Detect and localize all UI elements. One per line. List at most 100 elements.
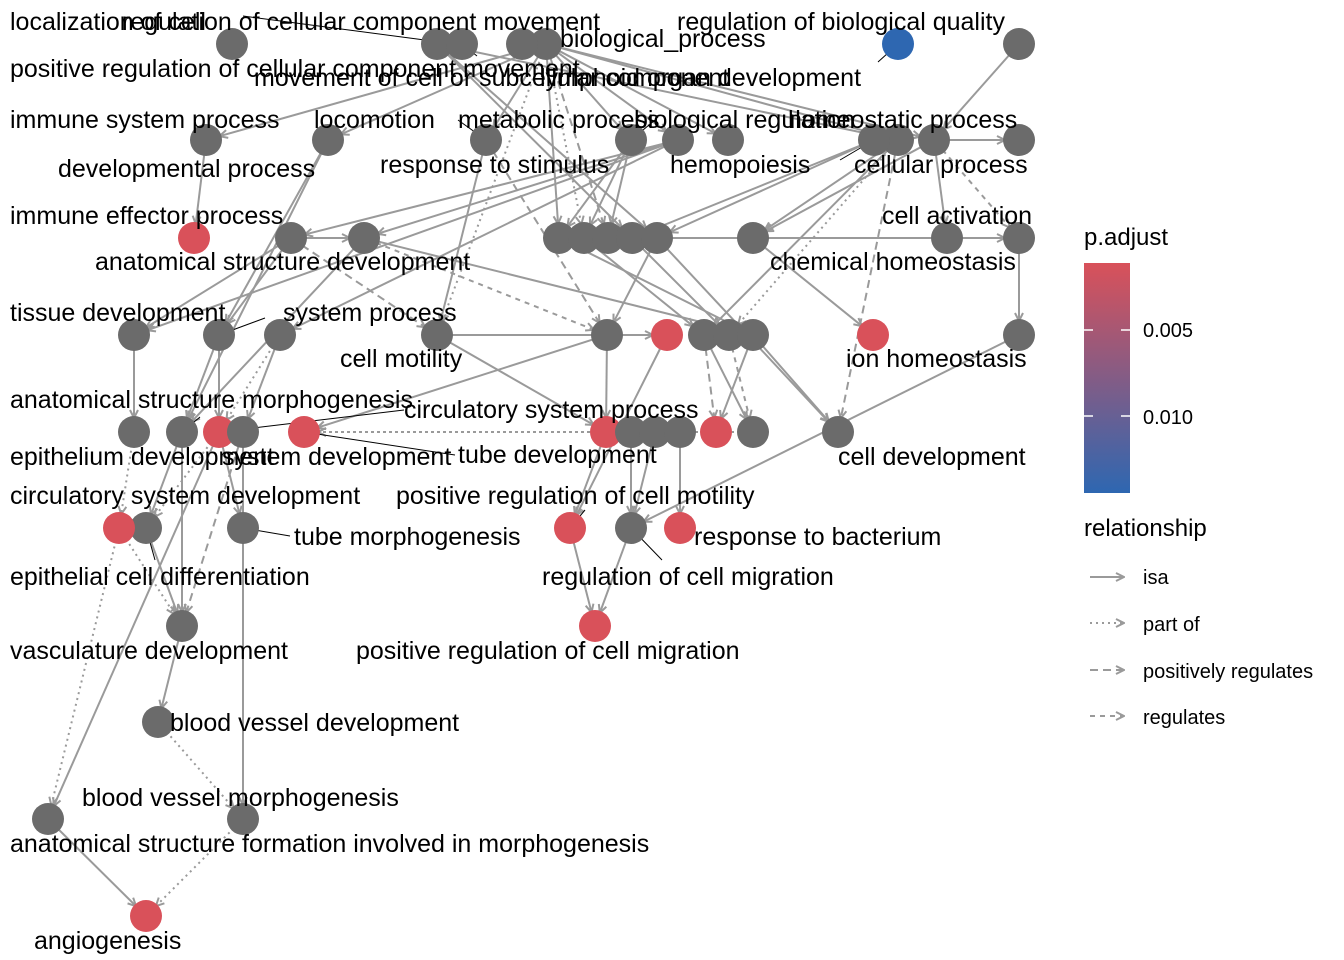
node-label-epithelium-development: epithelium development: [10, 443, 274, 471]
node-label-metabolic-process: metabolic process: [458, 106, 659, 134]
node-response-to-stimulus: [712, 124, 744, 156]
label-leader-line: [303, 431, 456, 456]
node-unlabeled-13: [737, 319, 769, 351]
node-label-response-to-bacterium: response to bacterium: [694, 523, 941, 551]
edges-layer: [51, 45, 1019, 907]
node-label-regulation-of-biological-quality: regulation of biological quality: [677, 8, 1005, 36]
node-label-blood-vessel-morphogenesis: blood vessel morphogenesis: [82, 784, 399, 812]
node-response-to-bacterium: [664, 512, 696, 544]
edge-isa: [557, 49, 715, 133]
node-unlabeled-21: [664, 416, 696, 448]
edge-isa: [634, 444, 653, 515]
edge-isa: [54, 443, 215, 806]
node-label-cell-development: cell development: [838, 443, 1026, 471]
node-ion-homeostasis: [857, 319, 889, 351]
edge-isa: [440, 152, 484, 322]
edge-isa: [161, 638, 180, 709]
node-system-development: [203, 416, 235, 448]
legend-relationship-title: relationship: [1084, 515, 1207, 542]
node-label-cellular-process: cellular process: [854, 151, 1028, 179]
node-label-anatomical-structure-formation-involved-in-morphogenesis: anatomical structure formation involved …: [10, 830, 649, 858]
node-epithelial-cell-differentiation: [103, 512, 135, 544]
edge-isa: [449, 45, 885, 137]
node-label-ion-homeostasis: ion homeostasis: [846, 345, 1027, 373]
node-label-chemical-homeostasis: chemical homeostasis: [770, 248, 1016, 276]
nodes-layer: [32, 28, 1035, 932]
node-regulation-of-biological-quality: [1003, 28, 1035, 60]
node-locomotion: [312, 124, 344, 156]
node-movement-of-cell-or-subcellular-component: [506, 28, 538, 60]
node-label-regulation-of-cell-migration: regulation of cell migration: [542, 563, 834, 591]
edge-isa: [765, 146, 888, 230]
node-label-localization-of-cell: localization of cell: [10, 8, 206, 36]
node-system-process: [203, 319, 235, 351]
edge-isa: [196, 152, 206, 224]
edge-isa: [248, 346, 277, 419]
edge-part-of: [547, 56, 581, 225]
node-unlabeled-15: [288, 416, 320, 448]
node-unlabeled-20: [639, 416, 671, 448]
edge-isa: [606, 347, 607, 418]
edge-isa: [226, 150, 323, 322]
node-label-positive-regulation-of-cellular-component-movement: positive regulation of cellular componen…: [10, 55, 580, 83]
node-unlabeled-14: [651, 319, 683, 351]
edge-isa: [593, 245, 693, 326]
node-hemopoiesis: [858, 124, 890, 156]
node-label-cell-activation: cell activation: [882, 202, 1032, 230]
node-unlabeled-8: [591, 319, 623, 351]
node-localization-of-cell: [216, 28, 248, 60]
edge-isa: [305, 142, 666, 234]
node-blood-vessel-development: [142, 706, 174, 738]
edge-positively-regulates: [186, 444, 241, 612]
node-cell-activation: [931, 222, 963, 254]
node-label-system-process: system process: [283, 299, 457, 327]
edge-isa: [149, 539, 177, 613]
node-regulation-of-cell-migration: [615, 512, 647, 544]
node-regulation-of-cellular-component-movement: [421, 28, 453, 60]
node-unlabeled-4: [592, 222, 624, 254]
node-developmental-process: [662, 124, 694, 156]
node-label-tissue-development: tissue development: [10, 299, 225, 327]
node-tube-development: [227, 416, 259, 448]
edge-positively-regulates: [841, 152, 897, 419]
node-label-hemopoiesis: hemopoiesis: [670, 151, 810, 179]
edge-part-of: [442, 55, 543, 322]
node-unlabeled-16: [700, 416, 732, 448]
legend-label-part-of: part of: [1143, 614, 1200, 636]
node-unlabeled-9: [688, 319, 720, 351]
edge-isa: [943, 53, 1012, 130]
node-epithelium-development: [118, 416, 150, 448]
node-unlabeled-17: [737, 416, 769, 448]
node-immune-system-process: [190, 124, 222, 156]
node-positive-regulation-of-cell-motility: [554, 512, 586, 544]
node-label-locomotion: locomotion: [314, 106, 435, 134]
node-anatomical-structure-development: [275, 222, 307, 254]
node-label-positive-regulation-of-cell-motility: positive regulation of cell motility: [396, 482, 755, 510]
edge-isa: [640, 246, 719, 325]
edge-isa: [445, 52, 622, 228]
edge-isa: [447, 340, 594, 425]
node-tissue-development: [118, 319, 150, 351]
legend-label-regulates: regulates: [1143, 707, 1225, 729]
edge-isa: [221, 444, 239, 515]
node-label-anatomical-structure-development: anatomical structure development: [95, 248, 470, 276]
node-positive-regulation-of-cell-migration: [579, 610, 611, 642]
node-label-circulatory-system-process: circulatory system process: [404, 396, 699, 424]
legend-label-isa: isa: [1143, 567, 1169, 589]
node-label-vasculature-development: vasculature development: [10, 637, 288, 665]
edge-isa: [219, 46, 534, 137]
edge-isa: [341, 48, 535, 134]
edge-isa: [545, 56, 558, 224]
edge-isa: [376, 240, 740, 331]
edge-isa: [613, 249, 652, 323]
edge-isa: [762, 245, 862, 326]
edge-regulates: [731, 347, 750, 419]
node-label-movement-of-cell-or-subcellular-component: movement of cell or subcellular componen…: [254, 64, 729, 92]
node-biological-regulation: [615, 124, 647, 156]
edge-isa: [645, 143, 863, 233]
edge-part-of: [165, 731, 234, 809]
edge-isa: [611, 152, 630, 225]
node-label-developmental-process: developmental process: [58, 155, 315, 183]
legend-key-isa: isa: [1090, 567, 1169, 589]
